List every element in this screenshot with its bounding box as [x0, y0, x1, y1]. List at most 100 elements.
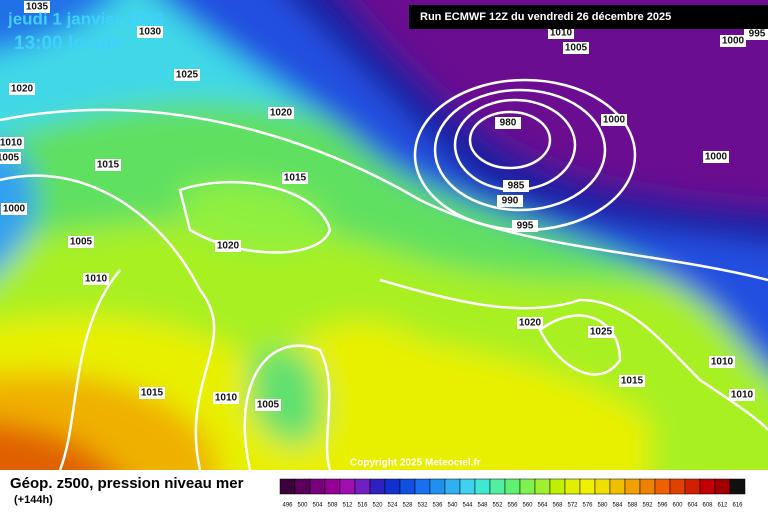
isobar-label-bg — [709, 356, 735, 368]
isobar-label-bg — [588, 326, 614, 338]
scale-swatch — [504, 478, 521, 495]
isobar-label: 1000 — [705, 152, 728, 163]
isobar-label-bg — [720, 35, 746, 47]
isobar-label-bg — [512, 220, 538, 232]
date: jeudi 1 janvier 2026 — [7, 9, 164, 28]
scale-swatch — [369, 478, 386, 495]
scale-label: 552 — [492, 503, 503, 509]
isobar-label: 1020 — [217, 241, 240, 252]
scale-label: 556 — [507, 503, 518, 509]
scale-swatch — [384, 478, 401, 495]
isobar-label-bg — [137, 26, 163, 38]
scale-label: 596 — [657, 503, 668, 509]
scale-label: 520 — [372, 503, 383, 509]
isobar-label-bg — [213, 392, 239, 404]
scale-swatch — [624, 478, 641, 495]
isobar-label: 995 — [517, 221, 534, 232]
scale-swatch — [414, 478, 431, 495]
scale-swatch — [609, 478, 626, 495]
scale-label: 612 — [717, 503, 728, 509]
scale-label: 604 — [687, 503, 698, 509]
isobar-label-bg — [174, 69, 200, 81]
isobar-label-bg — [255, 399, 281, 411]
scale-label: 516 — [357, 503, 368, 509]
isobar-label-bg — [9, 83, 35, 95]
isobar-label-bg — [497, 195, 523, 207]
isobar-label-bg — [563, 42, 589, 54]
scale-label: 548 — [477, 503, 488, 509]
scale-swatch — [669, 478, 686, 495]
isobar-label-bg — [729, 389, 755, 401]
isobar-label-bg — [215, 240, 241, 252]
scale-swatch — [519, 478, 536, 495]
scale-swatch — [699, 478, 716, 495]
scale-label: 496 — [282, 503, 293, 509]
scale-swatch — [549, 478, 566, 495]
isobar-labels: 1035 1030 1025 1020 1020 1010 1005 1015 1015 1000… — [0, 1, 768, 411]
legend-subtitle: (+144h) — [14, 494, 53, 506]
isobar-label: 1000 — [722, 36, 745, 47]
scale-label: 504 — [312, 503, 323, 509]
isobar-label: 1000 — [603, 115, 626, 126]
isobar-label: 1015 — [284, 173, 307, 184]
isobar-label-bg — [601, 114, 627, 126]
scale-swatch — [579, 478, 596, 495]
scale-swatch — [684, 478, 701, 495]
isobar-label: 990 — [502, 196, 519, 207]
isobar-label: 1015 — [141, 388, 164, 399]
run-info: Run ECMWF 12Z du vendredi 26 décembre 20… — [420, 11, 671, 23]
isobar-label: 980 — [500, 118, 517, 129]
scale-label: 560 — [522, 503, 533, 509]
isobar-label-bg — [495, 117, 521, 129]
scale-swatch — [354, 478, 371, 495]
scale-swatch — [309, 478, 326, 495]
isobar-label-bg — [548, 27, 574, 39]
isobar-label-bg — [68, 236, 94, 248]
isobar-label-bg — [0, 152, 21, 164]
isobar-label-bg — [83, 273, 109, 285]
scale-label: 572 — [567, 503, 578, 509]
scale-label: 540 — [447, 503, 458, 509]
isobar-label: 1000 — [3, 204, 26, 215]
isobar-label: 1010 — [731, 390, 754, 401]
run-banner — [409, 5, 768, 29]
scale-label: 564 — [537, 503, 548, 509]
isobar-label: 1015 — [97, 160, 120, 171]
scale-swatch — [564, 478, 581, 495]
scale-swatch — [654, 478, 671, 495]
isobar-label: 1010 — [550, 28, 573, 39]
scale-swatch — [714, 478, 731, 495]
isobar-label: 1010 — [85, 274, 108, 285]
scale-label: 512 — [342, 503, 353, 509]
isobar-label-bg — [95, 159, 121, 171]
isobar-label: 1010 — [215, 393, 238, 404]
isobar-label-bg — [503, 180, 529, 192]
scale-label: 568 — [552, 503, 563, 509]
scale-label: 584 — [612, 503, 623, 509]
scale-label: 592 — [642, 503, 653, 509]
scale-swatch — [534, 478, 551, 495]
isobar-label-bg — [268, 107, 294, 119]
scale-swatch — [594, 478, 611, 495]
scale-label: 536 — [432, 503, 443, 509]
isobar-label: 1005 — [70, 237, 93, 248]
isobar-label-bg — [619, 375, 645, 387]
isobar-label-bg — [1, 203, 27, 215]
time: 13:00 locale — [14, 33, 122, 54]
scale-label: 544 — [462, 503, 473, 509]
scale-label: 524 — [387, 503, 398, 509]
scale-swatch — [639, 478, 656, 495]
scale-label: 508 — [327, 503, 338, 509]
isobar-label: 1010 — [0, 138, 23, 149]
scale-swatch — [399, 478, 416, 495]
isobar-label: 1025 — [176, 70, 199, 81]
isobar-label-bg — [744, 28, 768, 40]
scale-label: 580 — [597, 503, 608, 509]
scale-label: 600 — [672, 503, 683, 509]
scale-label: 532 — [417, 503, 428, 509]
isobar-label-bg — [139, 387, 165, 399]
isobar-label: 1015 — [621, 376, 644, 387]
